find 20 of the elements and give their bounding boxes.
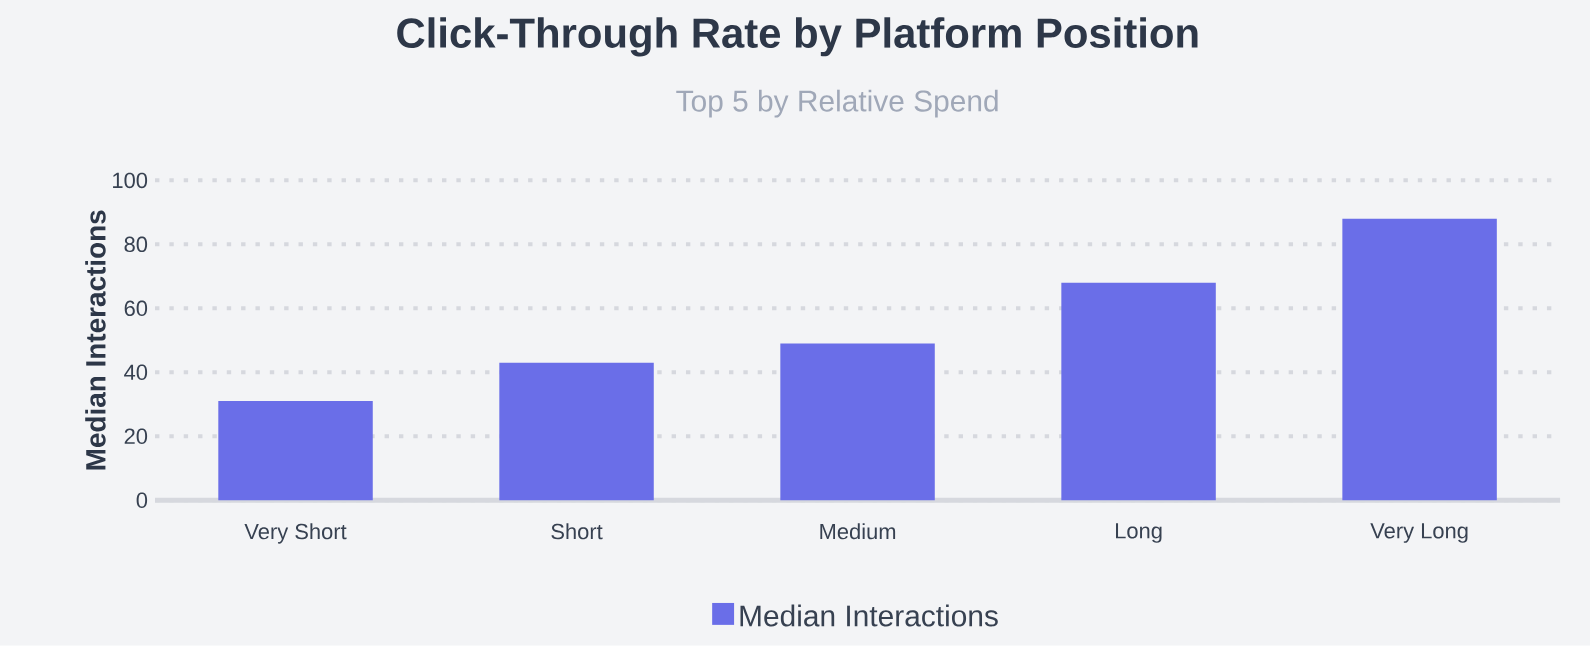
x-tick-label: Medium [820,523,896,540]
chart-subtitle: Top 5 by Relative Spend [676,89,998,118]
y-axis-title: Median Interactions [85,210,106,470]
y-tick-label: 20 [124,428,148,445]
x-tick-label: Very Short [244,523,347,544]
bar [1342,218,1497,501]
bar [1061,282,1216,501]
y-tick-label: 60 [124,300,148,317]
x-tick-label: Short [551,523,603,540]
x-tick-label: Long [1116,523,1162,543]
bar [499,362,654,501]
y-tick-label: 40 [124,364,148,381]
chart-title: Click-Through Rate by Platform Position [397,17,1198,57]
bar [218,401,373,501]
y-tick-label: 0 [136,492,148,509]
x-tick-label: Very Long [1370,523,1468,543]
y-tick-label: 80 [124,236,148,253]
legend-label: Median Interactions [740,604,998,627]
bar [780,343,935,501]
y-tick-label: 100 [113,172,148,189]
